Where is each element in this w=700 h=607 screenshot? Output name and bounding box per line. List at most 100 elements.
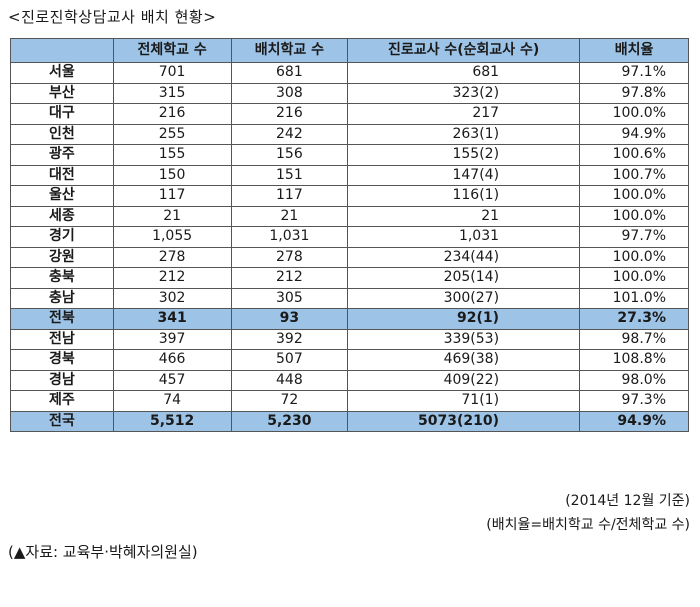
header-total-schools: 전체학교 수 [112,38,232,63]
rate-cell: 100.6% [579,144,689,166]
placed-schools-cell: 212 [230,267,349,289]
teachers-cell: 323(2) [347,82,581,104]
region-cell: 광주 [10,144,114,166]
total-schools-cell: 315 [112,82,232,104]
placed-schools-cell: 507 [230,349,349,371]
region-cell: 대전 [10,164,114,186]
rate-cell: 101.0% [579,287,689,309]
total-schools-cell: 278 [112,246,232,268]
teachers-cell: 92(1) [347,308,581,330]
table-row: 경기 1,055 1,031 1,031 97.7% [10,226,689,248]
table-row: 전남 397 392 339(53) 98.7% [10,328,689,350]
total-schools-cell: 255 [112,123,232,145]
placed-schools-cell: 448 [230,369,349,391]
placed-schools-cell: 216 [230,103,349,125]
placed-schools-cell: 156 [230,144,349,166]
total-schools-cell: 397 [112,328,232,350]
table-row: 충북 212 212 205(14) 100.0% [10,267,689,289]
table-row: 부산 315 308 323(2) 97.8% [10,82,689,104]
teachers-cell: 1,031 [347,226,581,248]
teachers-cell: 147(4) [347,164,581,186]
total-schools-cell: 21 [112,205,232,227]
region-cell: 경남 [10,369,114,391]
header-teachers: 진로교사 수(순회교사 수) [347,38,581,63]
rate-cell: 97.8% [579,82,689,104]
placed-schools-cell: 242 [230,123,349,145]
table-row: 충남 302 305 300(27) 101.0% [10,287,689,309]
rate-cell: 94.9% [579,123,689,145]
placement-table: 전체학교 수 배치학교 수 진로교사 수(순회교사 수) 배치율 서울 701 68… [10,38,689,432]
total-schools-cell: 302 [112,287,232,309]
region-cell: 인천 [10,123,114,145]
total-schools-cell: 216 [112,103,232,125]
placed-schools-cell: 392 [230,328,349,350]
rate-cell: 98.7% [579,328,689,350]
table-row: 전북 341 93 92(1) 27.3% [10,308,689,330]
placed-schools-cell: 681 [230,62,349,84]
placed-schools-cell: 5,230 [230,410,349,432]
region-cell: 전국 [10,410,114,432]
total-schools-cell: 212 [112,267,232,289]
total-schools-cell: 150 [112,164,232,186]
header-placed-schools: 배치학교 수 [230,38,349,63]
rate-cell: 97.3% [579,390,689,412]
region-cell: 부산 [10,82,114,104]
placed-schools-cell: 21 [230,205,349,227]
table-row: 대구 216 216 217 100.0% [10,103,689,125]
placed-schools-cell: 1,031 [230,226,349,248]
rate-cell: 100.0% [579,205,689,227]
teachers-cell: 116(1) [347,185,581,207]
table-row: 강원 278 278 234(44) 100.0% [10,246,689,268]
teachers-cell: 681 [347,62,581,84]
region-cell: 경북 [10,349,114,371]
total-schools-cell: 5,512 [112,410,232,432]
placed-schools-cell: 308 [230,82,349,104]
region-cell: 대구 [10,103,114,125]
total-schools-cell: 74 [112,390,232,412]
table-row: 경남 457 448 409(22) 98.0% [10,369,689,391]
region-cell: 서울 [10,62,114,84]
rate-cell: 98.0% [579,369,689,391]
region-cell: 경기 [10,226,114,248]
table-row: 광주 155 156 155(2) 100.6% [10,144,689,166]
total-schools-cell: 457 [112,369,232,391]
placed-schools-cell: 151 [230,164,349,186]
teachers-cell: 21 [347,205,581,227]
rate-cell: 100.0% [579,246,689,268]
region-cell: 제주 [10,390,114,412]
region-cell: 충남 [10,287,114,309]
footnote-date: (2014년 12월 기준) [565,493,690,509]
rate-cell: 27.3% [579,308,689,330]
table-row: 전국 5,512 5,230 5073(210) 94.9% [10,410,689,432]
teachers-cell: 217 [347,103,581,125]
table-header-row: 전체학교 수 배치학교 수 진로교사 수(순회교사 수) 배치율 [10,38,689,63]
table-row: 대전 150 151 147(4) 100.7% [10,164,689,186]
table-row: 인천 255 242 263(1) 94.9% [10,123,689,145]
rate-cell: 108.8% [579,349,689,371]
placed-schools-cell: 278 [230,246,349,268]
teachers-cell: 409(22) [347,369,581,391]
teachers-cell: 469(38) [347,349,581,371]
teachers-cell: 5073(210) [347,410,581,432]
region-cell: 울산 [10,185,114,207]
teachers-cell: 339(53) [347,328,581,350]
document-title: <진로진학상담교사 배치 현황> [8,8,217,26]
total-schools-cell: 155 [112,144,232,166]
region-cell: 충북 [10,267,114,289]
table-row: 경북 466 507 469(38) 108.8% [10,349,689,371]
region-cell: 전남 [10,328,114,350]
region-cell: 전북 [10,308,114,330]
placed-schools-cell: 305 [230,287,349,309]
region-cell: 세종 [10,205,114,227]
total-schools-cell: 341 [112,308,232,330]
teachers-cell: 155(2) [347,144,581,166]
region-cell: 강원 [10,246,114,268]
rate-cell: 94.9% [579,410,689,432]
rate-cell: 97.1% [579,62,689,84]
total-schools-cell: 701 [112,62,232,84]
header-region [10,38,114,63]
rate-cell: 100.7% [579,164,689,186]
total-schools-cell: 117 [112,185,232,207]
teachers-cell: 300(27) [347,287,581,309]
table-row: 서울 701 681 681 97.1% [10,62,689,84]
